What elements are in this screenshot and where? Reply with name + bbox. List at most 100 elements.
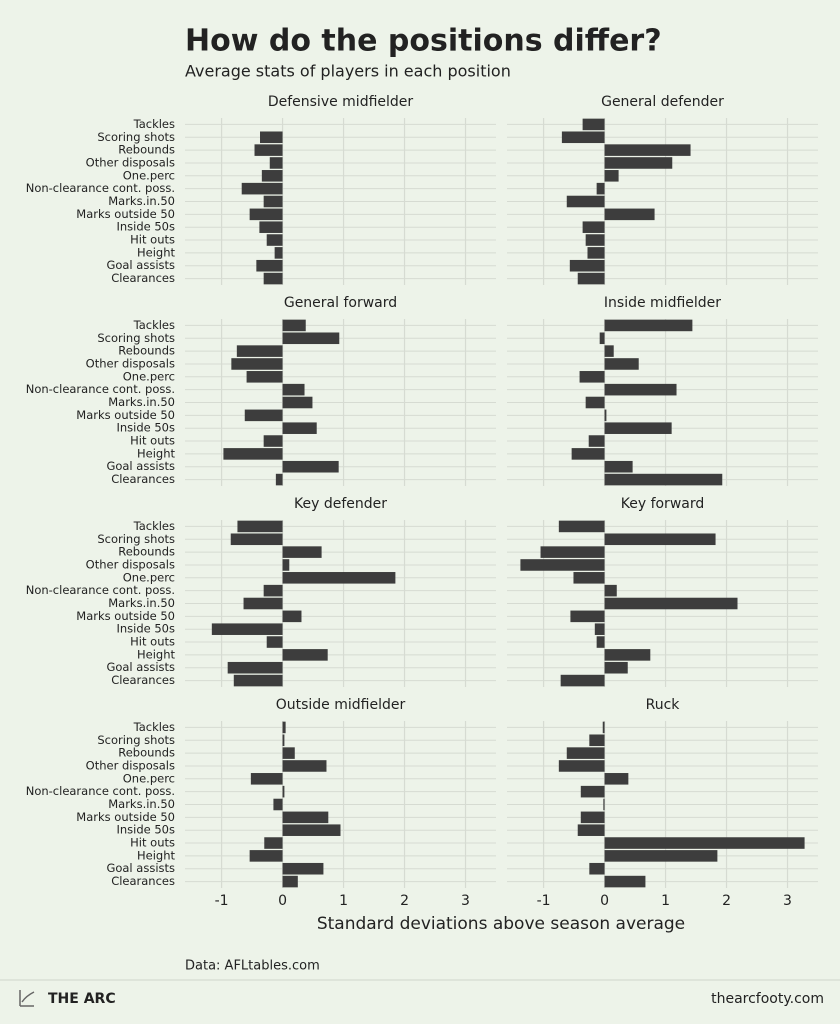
y-tick-label: Clearances	[111, 472, 175, 486]
bar	[282, 785, 285, 798]
bar	[282, 862, 324, 875]
bar	[585, 234, 605, 246]
y-tick-label: Goal assists	[106, 258, 175, 272]
y-tick-label: Marks outside 50	[76, 207, 175, 221]
bar	[282, 332, 340, 345]
bar	[260, 131, 283, 144]
y-tick-label: Other disposals	[86, 557, 175, 571]
bar	[579, 371, 605, 383]
y-tick-label: Other disposals	[86, 356, 175, 370]
bar	[230, 533, 283, 546]
chart-subtitle: Average stats of players in each positio…	[185, 62, 511, 81]
bar	[604, 850, 718, 862]
bar	[282, 422, 317, 434]
y-tick-label: Scoring shots	[97, 733, 175, 747]
bar	[282, 319, 306, 332]
bar	[282, 383, 305, 396]
bar	[604, 460, 633, 473]
bar	[604, 597, 738, 610]
y-tick-label: Rebounds	[118, 545, 175, 559]
bar	[269, 157, 283, 169]
bar	[604, 837, 805, 849]
bar	[211, 623, 283, 635]
bar	[604, 661, 628, 674]
y-tick-label: Non-clearance cont. poss.	[26, 583, 175, 597]
panel-title: General forward	[284, 295, 397, 311]
y-tick-label: Inside 50s	[116, 823, 175, 837]
bar	[585, 396, 605, 409]
bar	[282, 649, 328, 661]
y-tick-label: Hit outs	[130, 434, 175, 448]
y-tick-label: Other disposals	[86, 758, 175, 772]
bar	[282, 610, 302, 623]
y-tick-label: One.perc	[123, 168, 175, 182]
bar	[249, 208, 283, 221]
bar	[273, 798, 283, 811]
y-tick-label: Other disposals	[86, 155, 175, 169]
bar	[571, 448, 605, 460]
bar	[604, 358, 639, 370]
bar	[604, 473, 723, 486]
y-tick-label: One.perc	[123, 570, 175, 584]
bar	[282, 734, 285, 747]
bar	[580, 785, 605, 798]
bar	[282, 875, 298, 888]
bar	[256, 259, 283, 272]
bar	[254, 144, 283, 156]
bar	[569, 259, 605, 272]
brand-logo	[19, 990, 35, 1007]
y-tick-label: Rebounds	[118, 746, 175, 760]
bar	[604, 584, 617, 597]
y-tick-label: Non-clearance cont. poss.	[26, 181, 175, 195]
bar	[596, 636, 605, 648]
bar	[566, 195, 605, 208]
bar	[603, 798, 605, 811]
bar	[282, 747, 295, 759]
bar	[275, 473, 283, 486]
bar	[282, 572, 396, 584]
x-tick-label: -1	[537, 893, 551, 909]
bar	[227, 661, 283, 674]
bar	[587, 247, 605, 259]
bar	[604, 157, 673, 169]
y-tick-label: Hit outs	[130, 635, 175, 649]
bar	[237, 520, 283, 533]
y-tick-label: Goal assists	[106, 459, 175, 473]
bar	[282, 460, 339, 473]
bar	[602, 721, 605, 734]
brand: THE ARC	[48, 991, 116, 1007]
bar	[588, 435, 605, 447]
x-tick-label: 1	[661, 893, 670, 909]
y-tick-label: Inside 50s	[116, 421, 175, 435]
x-axis-label: Standard deviations above season average	[317, 914, 685, 934]
x-tick-label: 3	[461, 893, 470, 909]
bar	[589, 734, 605, 747]
bar	[266, 234, 283, 246]
bar	[561, 131, 605, 144]
y-tick-label: Marks.in.50	[108, 395, 175, 409]
bar	[264, 837, 283, 849]
bar	[604, 773, 629, 785]
source: Data: AFLtables.com	[185, 959, 320, 974]
y-tick-label: Non-clearance cont. poss.	[26, 784, 175, 798]
bar	[558, 520, 605, 533]
bar	[263, 195, 283, 208]
bar	[604, 345, 614, 357]
bar	[231, 358, 283, 370]
y-tick-label: Marks outside 50	[76, 408, 175, 422]
bar	[246, 371, 283, 383]
bar	[243, 597, 283, 610]
y-tick-label: Scoring shots	[97, 331, 175, 345]
y-tick-label: Clearances	[111, 673, 175, 687]
chart-title: How do the positions differ?	[185, 24, 662, 59]
bar	[558, 760, 605, 772]
panel-title: Key defender	[294, 496, 387, 512]
bar	[282, 396, 313, 409]
y-tick-label: Hit outs	[130, 233, 175, 247]
bar	[282, 559, 290, 571]
y-tick-label: Clearances	[111, 271, 175, 285]
bar	[282, 760, 327, 772]
bar	[560, 674, 605, 687]
y-tick-label: Marks outside 50	[76, 609, 175, 623]
panel-title: Ruck	[646, 697, 681, 713]
